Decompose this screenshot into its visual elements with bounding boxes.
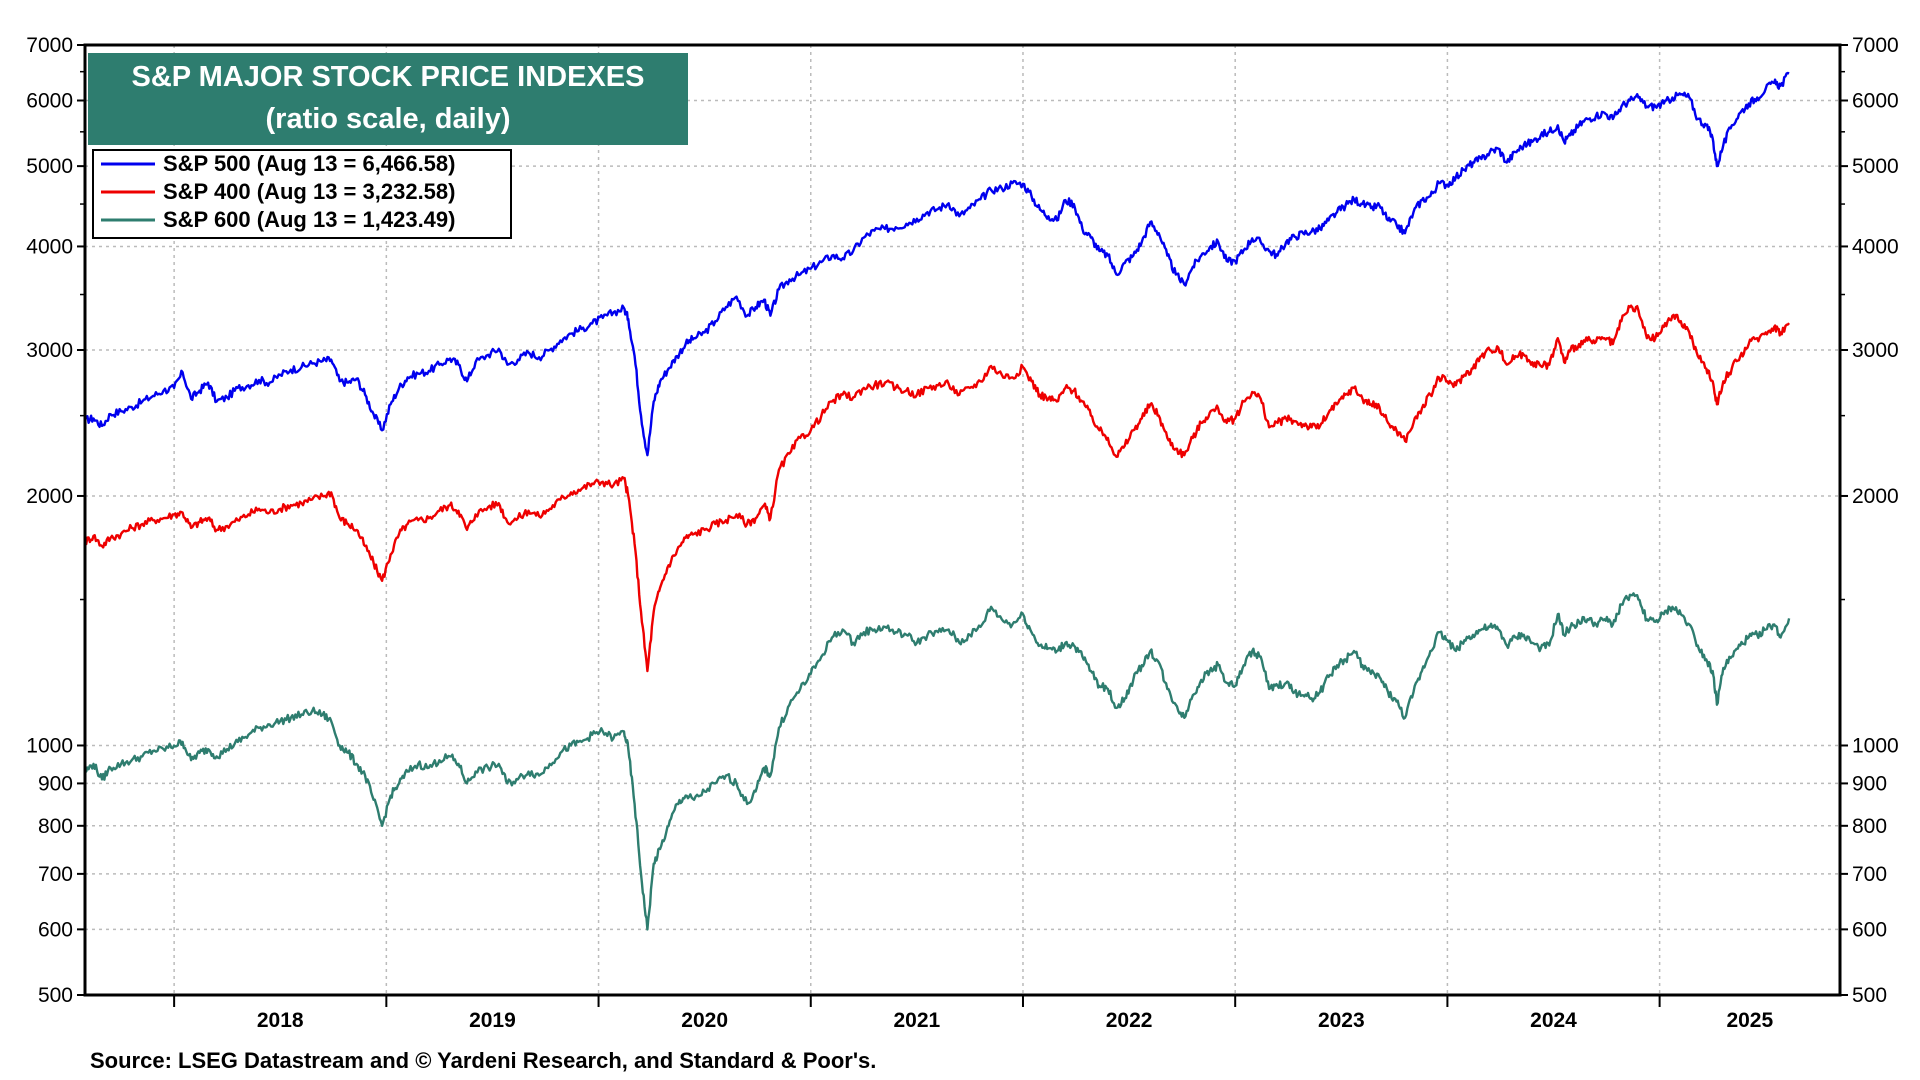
x-tick-label: 2021 <box>894 1009 941 1032</box>
x-tick-label: 2022 <box>1106 1009 1153 1032</box>
legend-entry-sp500: S&P 500 (Aug 13 = 6,466.58) <box>163 151 455 176</box>
y-tick-label-left: 500 <box>38 984 73 1007</box>
y-tick-label-right: 6000 <box>1852 89 1899 112</box>
y-tick-label-left: 900 <box>38 772 73 795</box>
y-tick-label-left: 3000 <box>26 339 73 362</box>
y-tick-label-right: 5000 <box>1852 155 1899 178</box>
series-line-s-p-400 <box>83 304 1791 673</box>
y-tick-label-left: 600 <box>38 918 73 941</box>
y-tick-label-right: 800 <box>1852 815 1887 838</box>
series-line-s-p-600 <box>85 592 1791 931</box>
y-tick-label-left: 700 <box>38 863 73 886</box>
y-tick-label-right: 1000 <box>1852 734 1899 757</box>
legend-entry-sp400: S&P 400 (Aug 13 = 3,232.58) <box>163 179 455 204</box>
x-axis-ticks: 2018 2019 2020 2021 2022 2023 2024 2025 <box>173 995 1773 1032</box>
y-axis-ticks: 500 500 600 600 700 700 800 800 900 900 1000 1000 20… <box>26 34 1898 1007</box>
y-tick-label-left: 7000 <box>26 34 73 57</box>
y-tick-label-left: 1000 <box>26 734 73 757</box>
title-box: S&P MAJOR STOCK PRICE INDEXES (ratio sca… <box>88 53 688 145</box>
plot-frame <box>83 43 1842 997</box>
y-tick-label-right: 600 <box>1852 918 1887 941</box>
y-tick-label-right: 4000 <box>1852 235 1899 258</box>
chart-subtitle: (ratio scale, daily) <box>266 103 511 135</box>
series-line-s-p-500 <box>83 71 1790 457</box>
y-tick-label-right: 900 <box>1852 772 1887 795</box>
x-tick-label: 2020 <box>681 1009 728 1032</box>
y-tick-label-left: 800 <box>38 815 73 838</box>
y-tick-label-right: 2000 <box>1852 485 1899 508</box>
legend-entry-sp600: S&P 600 (Aug 13 = 1,423.49) <box>163 207 455 232</box>
x-tick-label: 2024 <box>1530 1009 1577 1032</box>
series-lines <box>83 71 1791 931</box>
y-tick-label-left: 5000 <box>26 155 73 178</box>
y-tick-label-right: 500 <box>1852 984 1887 1007</box>
y-tick-label-left: 4000 <box>26 235 73 258</box>
chart-title: S&P MAJOR STOCK PRICE INDEXES <box>132 61 645 93</box>
y-tick-label-right: 7000 <box>1852 34 1899 57</box>
legend: S&P 500 (Aug 13 = 6,466.58) S&P 400 (Aug… <box>92 149 512 239</box>
x-tick-label: 2025 <box>1726 1009 1773 1032</box>
x-tick-label: 2023 <box>1318 1009 1365 1032</box>
source-note: Source: LSEG Datastream and © Yardeni Re… <box>90 1048 876 1073</box>
x-tick-label: 2019 <box>469 1009 516 1032</box>
y-tick-label-left: 6000 <box>26 89 73 112</box>
grid-lines <box>85 45 1840 995</box>
x-tick-label: 2018 <box>257 1009 304 1032</box>
y-tick-label-right: 700 <box>1852 863 1887 886</box>
legend-box <box>92 149 512 239</box>
title-background <box>88 53 688 145</box>
y-tick-label-left: 2000 <box>26 485 73 508</box>
y-tick-label-right: 3000 <box>1852 339 1899 362</box>
